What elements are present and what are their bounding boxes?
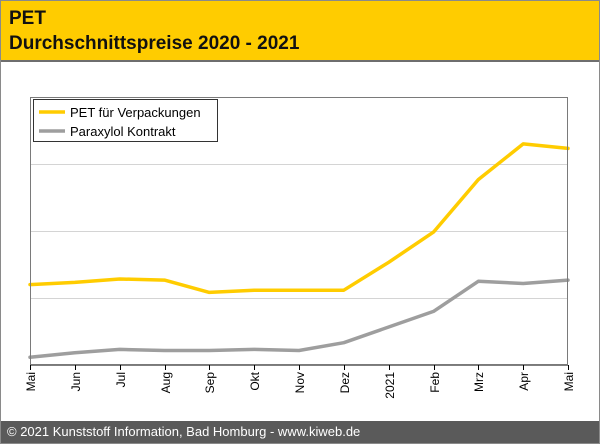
page-subtitle: Durchschnittspreise 2020 - 2021 <box>9 33 300 54</box>
x-tick-label: Dez <box>338 372 352 393</box>
legend-label-0: PET für Verpackungen <box>70 105 201 120</box>
page-title: PET <box>9 8 46 29</box>
grid-lines <box>30 164 568 299</box>
legend: PET für Verpackungen Paraxylol Kontrakt <box>33 99 218 142</box>
x-tick-label: Aug <box>159 372 173 393</box>
legend-box <box>33 99 218 142</box>
copyright-text: © 2021 Kunststoff Information, Bad Hombu… <box>7 424 361 439</box>
series-line-0 <box>28 142 570 295</box>
footer-bar: © 2021 Kunststoff Information, Bad Hombu… <box>1 421 599 443</box>
series-line-1 <box>28 278 570 359</box>
x-tick-label: Mai <box>24 372 38 391</box>
chart-header: PET Durchschnittspreise 2020 - 2021 <box>1 1 599 62</box>
x-tick-label: Feb <box>428 372 442 393</box>
legend-label-1: Paraxylol Kontrakt <box>70 124 176 139</box>
x-tick-label: Mrz <box>472 372 486 392</box>
x-tick-label: Apr <box>517 372 531 391</box>
x-tick-label: 2021 <box>383 372 397 399</box>
x-tick-label: Mai <box>562 372 576 391</box>
x-tick-label: Okt <box>248 371 262 390</box>
x-tick-label: Nov <box>293 372 307 393</box>
series-lines <box>28 142 570 359</box>
x-tick-label: Jun <box>69 372 83 391</box>
x-tick-label: Sep <box>203 372 217 394</box>
chart-area: Mai Jun Jul Aug Sep Okt Nov Dez 2021 Feb Mrz Apr Mai… <box>0 62 600 418</box>
x-tick-label: Jul <box>114 372 128 387</box>
x-axis-ticks: Mai Jun Jul Aug Sep Okt Nov Dez 2021 Feb Mrz Apr Mai <box>24 365 576 399</box>
plot-border <box>30 97 568 365</box>
line-chart: Mai Jun Jul Aug Sep Okt Nov Dez 2021 Feb Mrz Apr Mai… <box>24 97 576 399</box>
